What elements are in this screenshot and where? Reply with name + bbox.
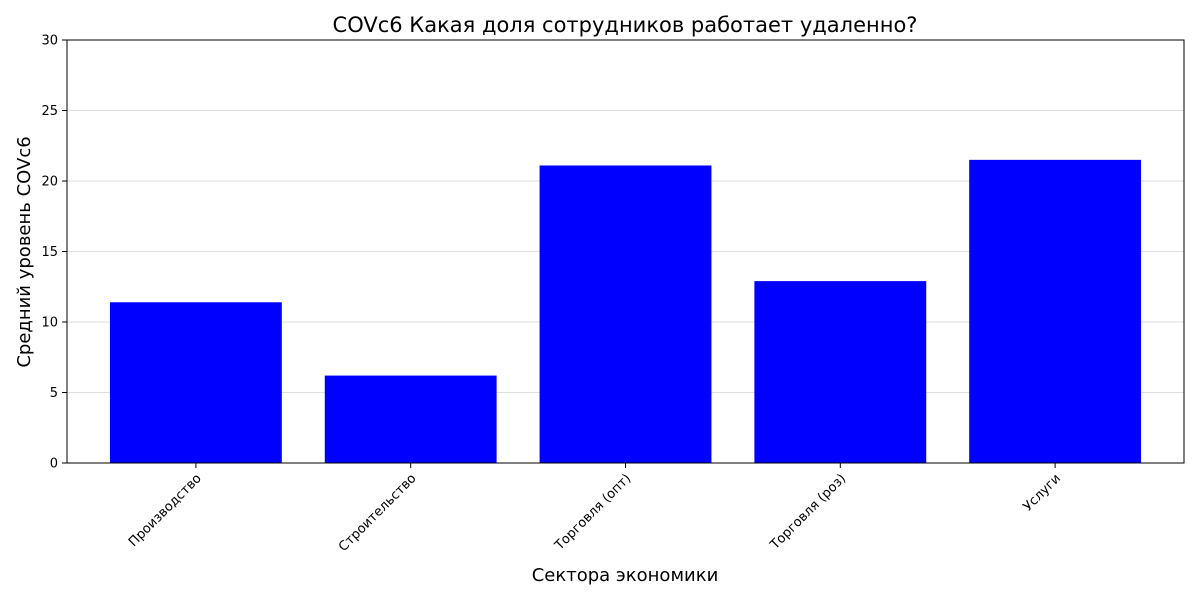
x-axis-label: Сектора экономики (532, 565, 719, 586)
bars (109, 159, 1142, 464)
x-tick-label: Торговля (опт) (552, 471, 635, 554)
bar (754, 281, 927, 463)
x-tick-label: Производство (126, 471, 205, 550)
x-tick-label: Строительство (336, 471, 420, 555)
bar (324, 375, 497, 463)
y-axis-ticks: 0 5 10 15 20 25 30 (41, 34, 67, 472)
bar (109, 302, 282, 463)
chart-title: COVc6 Какая доля сотрудников работает уд… (333, 13, 918, 37)
y-tick-label: 10 (41, 316, 58, 331)
y-tick-label: 0 (50, 457, 58, 472)
y-tick-label: 25 (41, 104, 58, 119)
y-tick-label: 30 (41, 34, 58, 49)
y-axis-label: Средний уровень COVc6 (14, 136, 35, 367)
x-tick-label: Торговля (роз) (767, 471, 849, 553)
x-tick-label: Услуги (1021, 471, 1064, 514)
bar (539, 165, 712, 464)
y-tick-label: 15 (41, 245, 58, 260)
x-axis-ticks: Производство Строительство Торговля (опт) Т… (126, 463, 1064, 555)
y-tick-label: 5 (50, 386, 58, 401)
bar (969, 159, 1142, 463)
y-tick-label: 20 (41, 175, 58, 190)
